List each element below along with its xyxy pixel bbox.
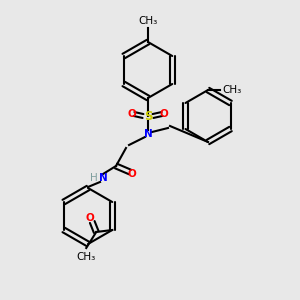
Text: S: S [144, 110, 152, 122]
Text: O: O [86, 213, 94, 223]
Text: N: N [99, 173, 107, 183]
Text: O: O [160, 109, 168, 119]
Text: H: H [90, 173, 98, 183]
Text: CH₃: CH₃ [138, 16, 158, 26]
Text: CH₃: CH₃ [222, 85, 241, 95]
Text: O: O [128, 109, 136, 119]
Text: O: O [128, 169, 136, 179]
Text: CH₃: CH₃ [76, 252, 96, 262]
Text: N: N [144, 129, 152, 139]
